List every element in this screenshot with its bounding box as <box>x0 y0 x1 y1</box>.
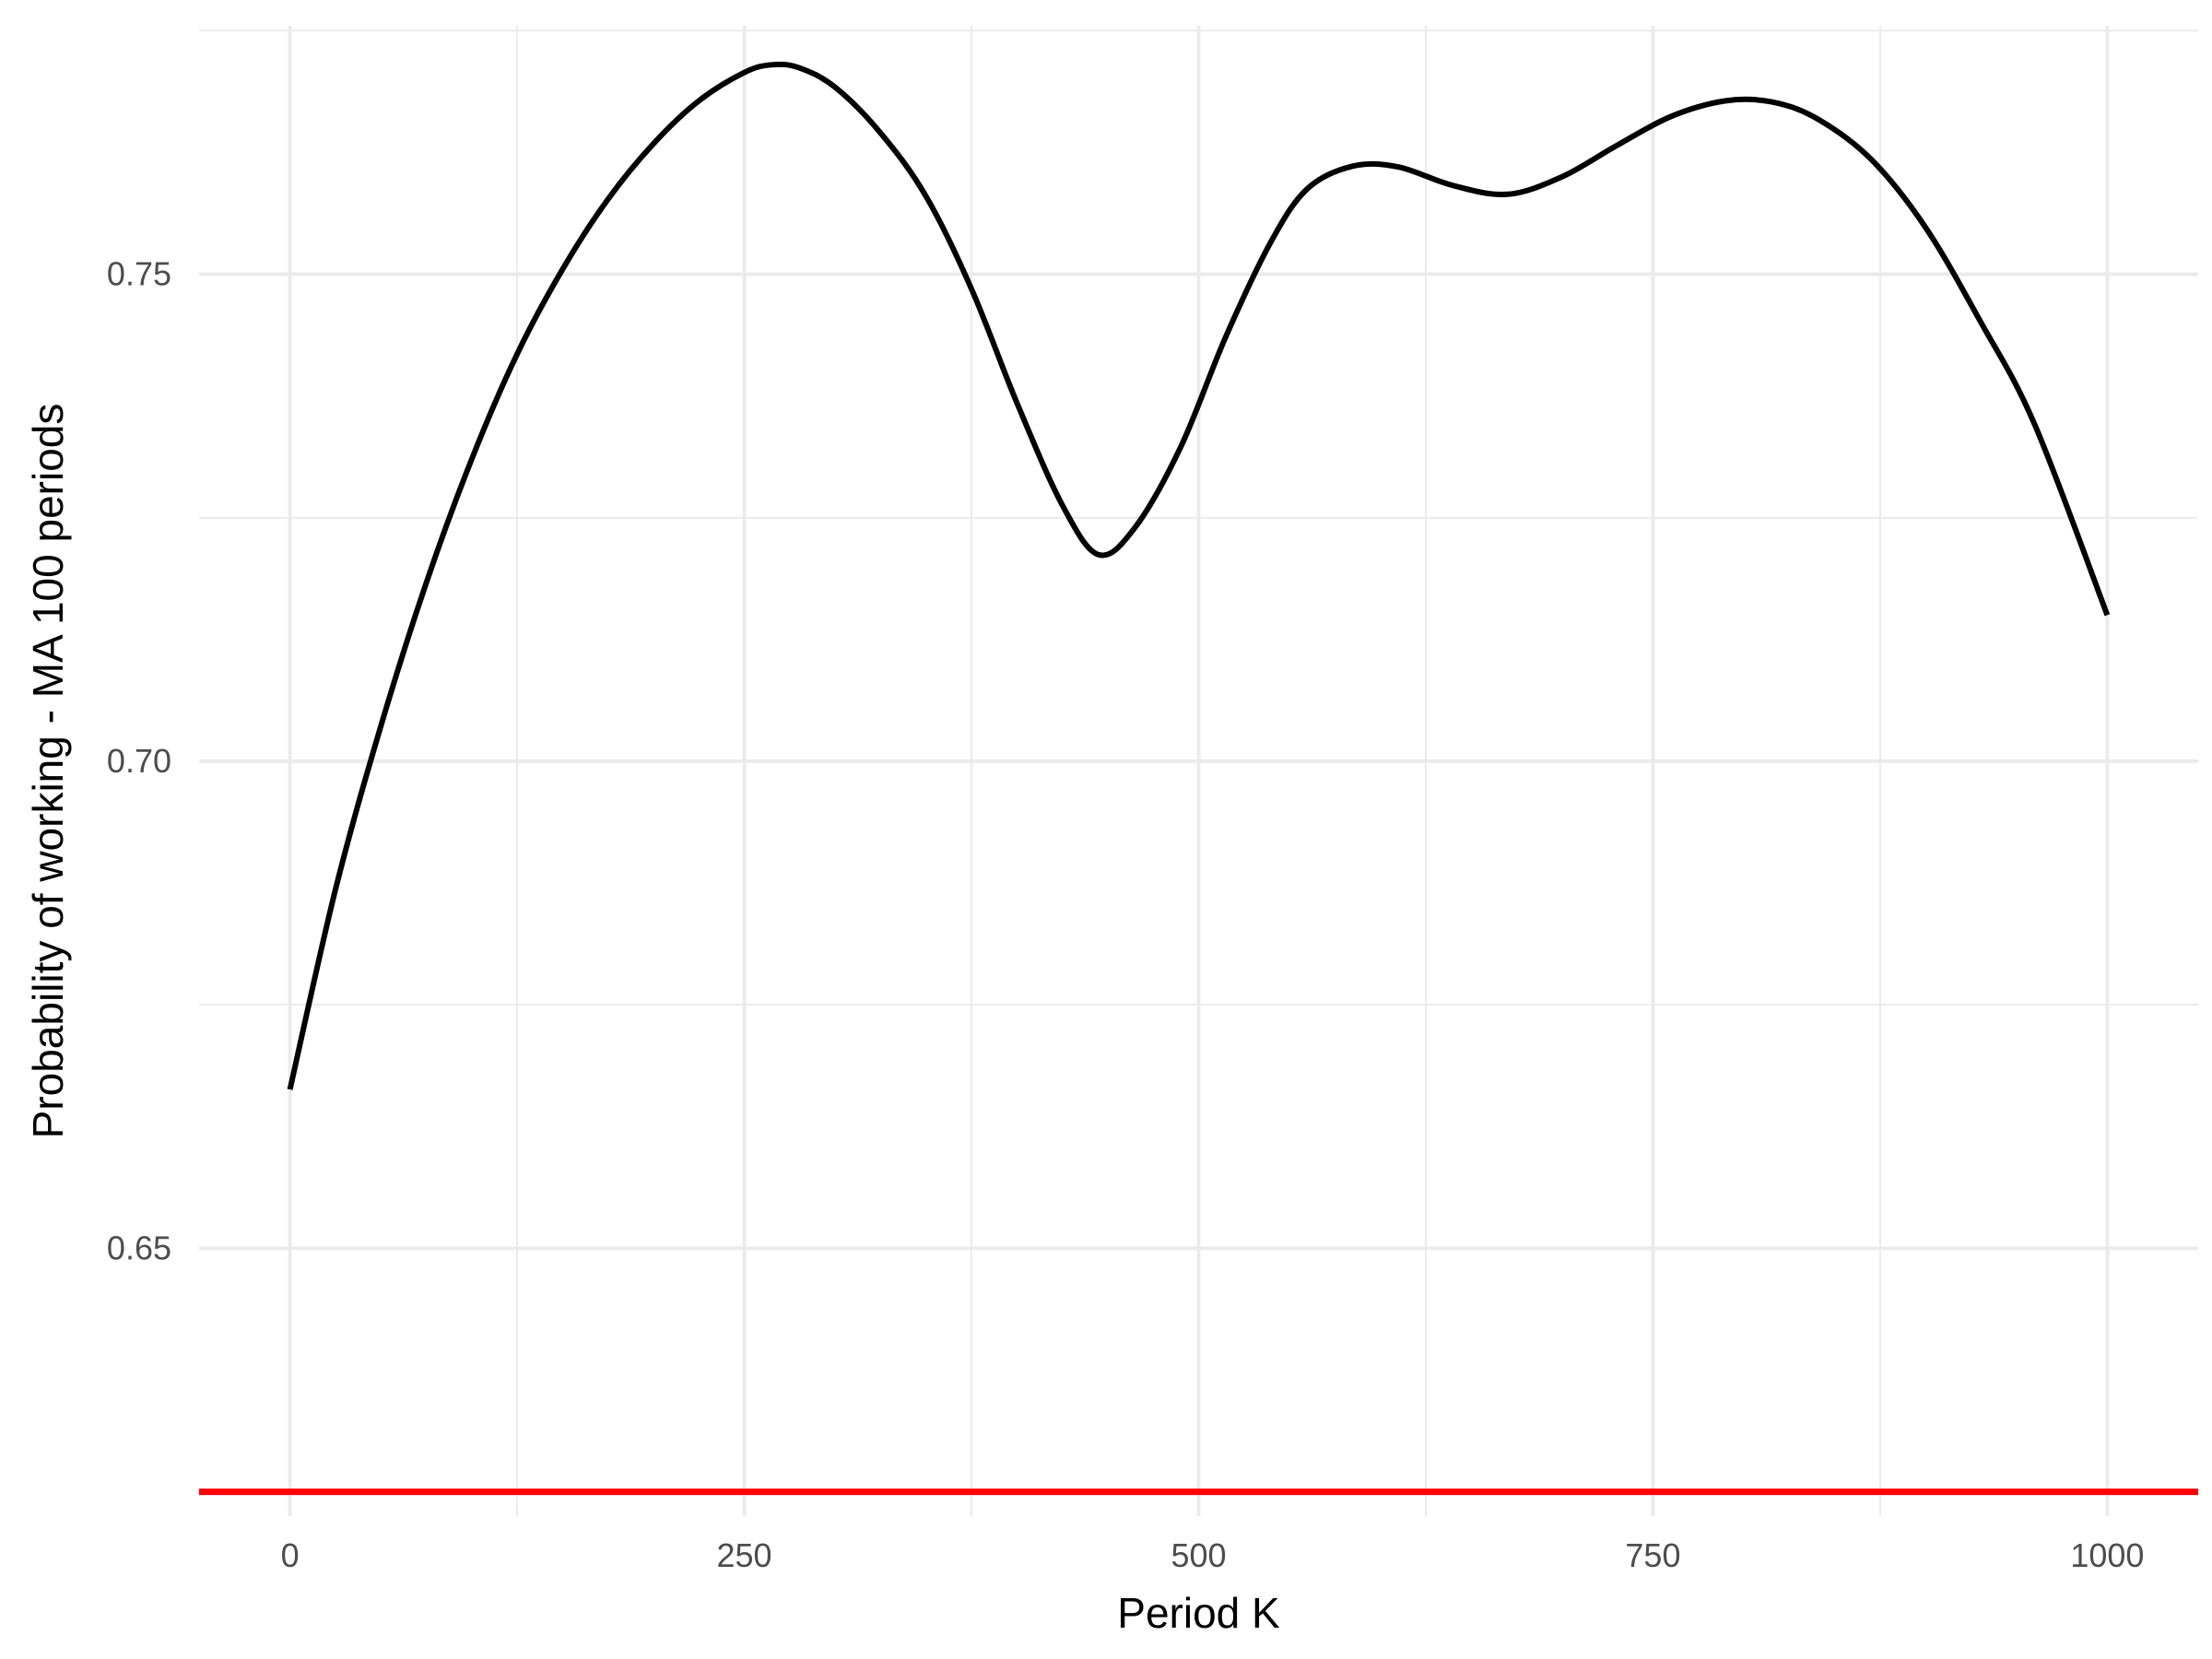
y-tick-label: 0.65 <box>107 1229 171 1266</box>
major-gridlines <box>199 26 2198 1516</box>
x-tick-label: 1000 <box>2070 1536 2144 1574</box>
y-tick-label: 0.70 <box>107 742 171 780</box>
x-tick-label: 0 <box>281 1536 300 1574</box>
x-axis-title: Period K <box>1117 1589 1280 1637</box>
x-tick-label: 750 <box>1625 1536 1680 1574</box>
series-layer <box>287 61 2111 1090</box>
y-axis-tick-labels: 0.65 0.70 0.75 <box>107 255 171 1267</box>
series-line-0 <box>287 61 2111 1090</box>
x-tick-label: 500 <box>1171 1536 1226 1574</box>
y-axis-title: Probability of working - MA 100 periods <box>24 404 72 1139</box>
x-axis-tick-labels: 0 250 500 750 1000 <box>281 1536 2145 1574</box>
y-tick-label: 0.75 <box>107 255 171 293</box>
x-tick-label: 250 <box>717 1536 772 1574</box>
